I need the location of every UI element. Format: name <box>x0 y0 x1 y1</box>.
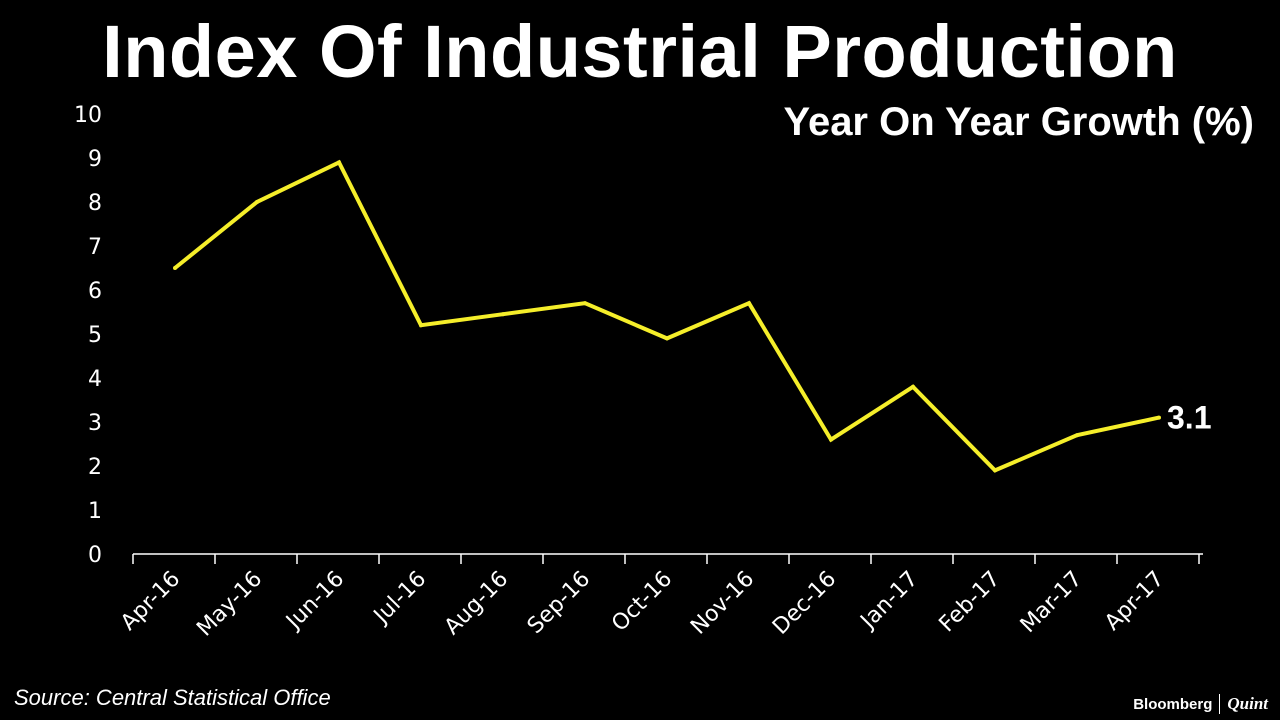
y-tick-label: 0 <box>88 543 102 568</box>
end-value-label: 3.1 <box>1167 400 1211 436</box>
y-tick-label: 3 <box>88 411 102 436</box>
data-point <box>1157 415 1161 420</box>
y-tick-label: 6 <box>88 279 102 304</box>
data-point <box>829 437 833 442</box>
series-group <box>173 159 1161 473</box>
y-tick-label: 1 <box>88 499 102 524</box>
data-point <box>583 301 587 306</box>
logo-brand-bloomberg: Bloomberg <box>1133 695 1213 713</box>
y-tick-label: 4 <box>88 367 102 392</box>
y-tick-label: 10 <box>74 103 102 128</box>
x-tick-label: Dec-16 <box>768 567 841 640</box>
y-tick-label: 2 <box>88 455 102 480</box>
publisher-logo: Bloomberg Quint <box>1133 692 1268 716</box>
x-tick-label: Sep-16 <box>523 567 595 639</box>
chart-title: Index Of Industrial Production <box>102 10 1178 93</box>
x-tick-label: Aug-16 <box>440 567 513 640</box>
x-axis-ticks: Apr-16 May-16 Jun-16 Jul-16 Aug-16 Sep-16 Oct-… <box>116 567 1169 642</box>
x-tick-label: May-16 <box>192 567 267 642</box>
data-point <box>747 301 751 306</box>
data-point <box>255 200 259 204</box>
data-point <box>1075 433 1079 438</box>
data-point <box>911 384 915 389</box>
x-tick-label: Jul-16 <box>368 567 431 630</box>
data-point <box>501 312 505 317</box>
x-axis-tick-marks <box>132 554 1200 564</box>
chart-subtitle: Year On Year Growth (%) <box>783 100 1254 144</box>
x-tick-label: Jan-17 <box>855 567 923 635</box>
x-tick-label: Mar-17 <box>1016 567 1087 638</box>
x-tick-label: Apr-16 <box>116 567 185 636</box>
x-tick-label: Jun-16 <box>280 567 349 636</box>
data-point <box>173 266 177 270</box>
x-tick-label: Nov-16 <box>686 567 759 640</box>
logo-divider <box>1219 694 1221 714</box>
x-tick-label: Oct-16 <box>607 567 677 637</box>
annotations-group: 3.1 <box>1167 400 1211 436</box>
x-tick-label: Apr-17 <box>1100 567 1169 636</box>
data-point <box>419 323 423 328</box>
y-tick-label: 8 <box>88 191 102 216</box>
data-point <box>665 336 669 341</box>
y-tick-label: 9 <box>88 147 102 172</box>
data-point <box>337 160 341 165</box>
logo-brand-quint: Quint <box>1227 694 1268 713</box>
data-point <box>993 468 997 473</box>
x-tick-label: Feb-17 <box>935 567 1006 638</box>
source-note: Source: Central Statistical Office <box>14 685 331 710</box>
y-axis-ticks: 0 1 2 3 4 5 6 7 8 9 10 <box>74 103 102 568</box>
y-tick-label: 5 <box>88 323 102 348</box>
y-tick-label: 7 <box>88 235 102 260</box>
series-line <box>173 159 1160 473</box>
